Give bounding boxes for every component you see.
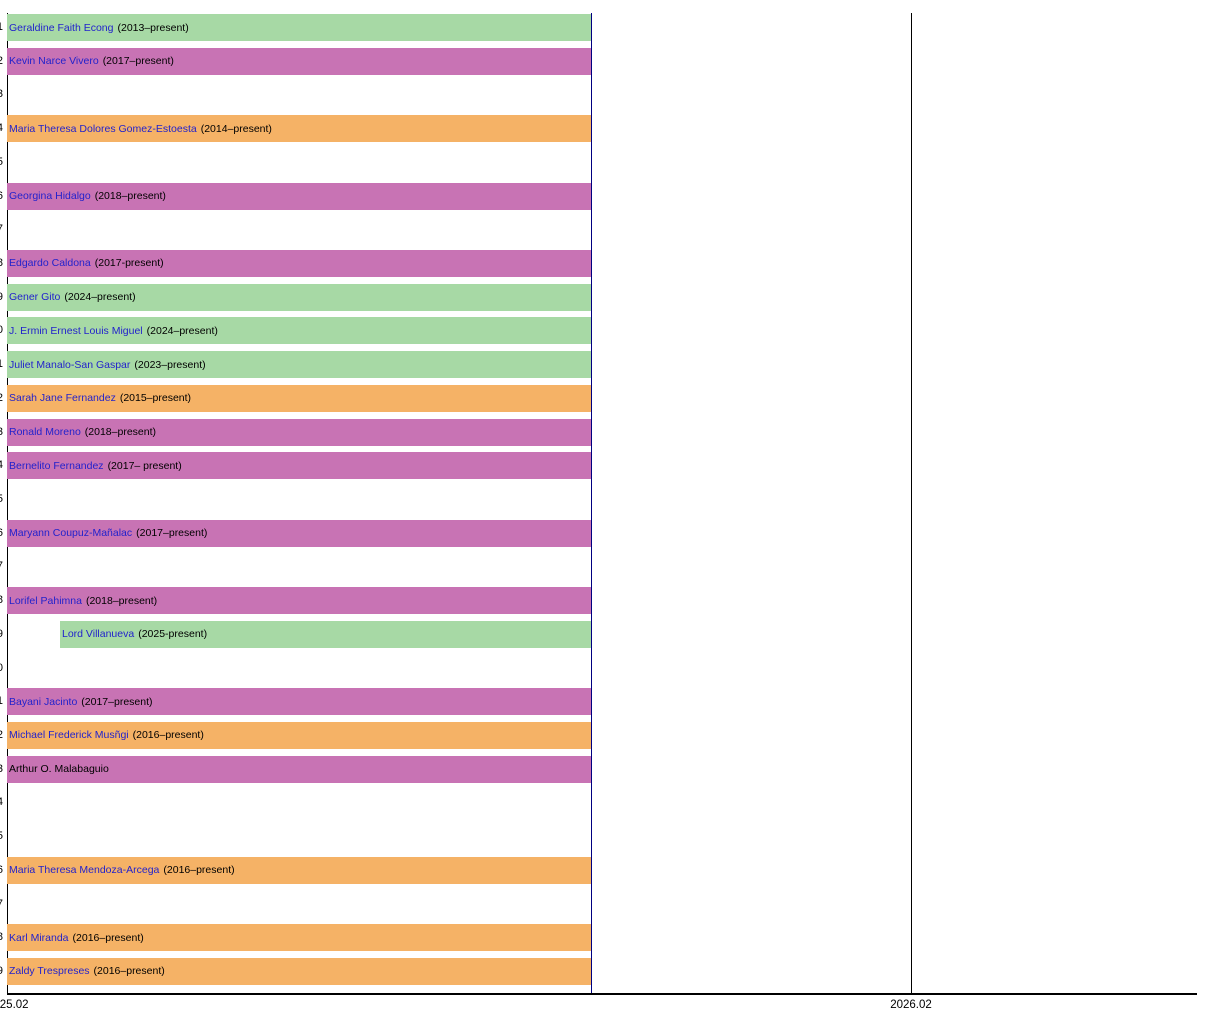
row-number: 5 — [0, 156, 3, 168]
timeline-bar: Maryann Coupuz-Mañalac (2017–present) — [7, 519, 591, 547]
person-link[interactable]: Juliet Manalo-San Gaspar — [9, 358, 131, 371]
term-label: (2018–present) — [85, 594, 158, 607]
timeline-bar: Lord Villanueva (2025-present) — [60, 620, 591, 648]
term-label: (2024–present) — [146, 324, 218, 337]
person-name: Arthur O. Malabaguio — [9, 763, 109, 776]
row-number: 28 — [0, 931, 3, 943]
term-label: (2025-present) — [138, 628, 208, 641]
timeline-bar: Maria Theresa Mendoza-Arcega (2016–prese… — [7, 856, 591, 884]
row-number: 1 — [0, 21, 3, 33]
row-number: 13 — [0, 426, 3, 438]
timeline-bar: Juliet Manalo-San Gaspar (2023–present) — [7, 351, 591, 379]
timeline-bar: J. Ermin Ernest Louis Miguel (2024–prese… — [7, 317, 591, 345]
row-number: 29 — [0, 965, 3, 977]
person-link[interactable]: Georgina Hidalgo — [9, 190, 91, 203]
term-label: (2017– present) — [107, 459, 182, 472]
timeline-bar: Arthur O. Malabaguio — [7, 755, 591, 783]
row-number: 11 — [0, 358, 3, 370]
row-number: 9 — [0, 291, 3, 303]
axis-label-gridline: 2026.02 — [890, 999, 932, 1011]
term-label: (2018–present) — [94, 190, 166, 203]
row-number: 16 — [0, 527, 3, 539]
person-link[interactable]: Geraldine Faith Econg — [9, 21, 114, 34]
person-link[interactable]: Maria Theresa Dolores Gomez-Estoesta — [9, 122, 197, 135]
term-label: (2015–present) — [119, 392, 192, 405]
term-label: (2016–present) — [163, 864, 235, 877]
present-marker-line — [591, 13, 592, 993]
axis-label-window-start: 2025.02 — [0, 999, 29, 1011]
timeline-bar: Edgardo Caldona (2017-present) — [7, 249, 591, 277]
row-number: 27 — [0, 898, 3, 910]
person-link[interactable]: Bayani Jacinto — [9, 695, 78, 708]
term-label: (2016–present) — [72, 931, 144, 944]
timeline-bar: Michael Frederick Musñgi (2016–present) — [7, 721, 591, 749]
timeline-bar: Bayani Jacinto (2017–present) — [7, 688, 591, 716]
person-link[interactable]: Edgardo Caldona — [9, 257, 91, 270]
row-number: 21 — [0, 695, 3, 707]
timeline-bar: Karl Miranda (2016–present) — [7, 924, 591, 952]
row-number: 19 — [0, 628, 3, 640]
row-number: 4 — [0, 122, 3, 134]
row-number: 17 — [0, 560, 3, 572]
row-number: 22 — [0, 729, 3, 741]
timeline-bar: Sarah Jane Fernandez (2015–present) — [7, 384, 591, 412]
timeline-bar: Ronald Moreno (2018–present) — [7, 418, 591, 446]
timeline-bar: Geraldine Faith Econg (2013–present) — [7, 14, 591, 41]
row-number: 14 — [0, 459, 3, 471]
person-link[interactable]: Maria Theresa Mendoza-Arcega — [9, 864, 160, 877]
row-number: 15 — [0, 493, 3, 505]
person-link[interactable]: Ronald Moreno — [9, 426, 81, 439]
axis-baseline — [7, 993, 1197, 995]
row-number: 20 — [0, 662, 3, 674]
term-label: (2017–present) — [81, 695, 153, 708]
person-link[interactable]: Zaldy Trespreses — [9, 965, 90, 978]
person-link[interactable]: Maryann Coupuz-Mañalac — [9, 527, 133, 540]
person-link[interactable]: Sarah Jane Fernandez — [9, 392, 116, 405]
axis-left-line — [7, 13, 8, 993]
person-link[interactable]: Karl Miranda — [9, 931, 69, 944]
term-label: (2017-present) — [94, 257, 164, 270]
row-number: 6 — [0, 190, 3, 202]
timeline-bar: Lorifel Pahimna (2018–present) — [7, 587, 591, 615]
person-link[interactable]: J. Ermin Ernest Louis Miguel — [9, 324, 143, 337]
term-label: (2016–present) — [93, 965, 165, 978]
timeline-bar: Gener Gito (2024–present) — [7, 283, 591, 311]
term-label: (2017–present) — [102, 55, 174, 68]
person-link[interactable]: Michael Frederick Musñgi — [9, 729, 129, 742]
row-number: 8 — [0, 257, 3, 269]
person-link[interactable]: Gener Gito — [9, 291, 61, 304]
term-label: (2017–present) — [136, 527, 208, 540]
row-number: 12 — [0, 392, 3, 404]
term-label: (2023–present) — [134, 358, 206, 371]
row-number: 3 — [0, 88, 3, 100]
term-label: (2024–present) — [64, 291, 136, 304]
timeline-bar: Maria Theresa Dolores Gomez-Estoesta (20… — [7, 115, 591, 143]
term-label: (2016–present) — [132, 729, 204, 742]
row-number: 24 — [0, 796, 3, 808]
timeline-bar: Georgina Hidalgo (2018–present) — [7, 182, 591, 210]
row-number: 23 — [0, 763, 3, 775]
row-number: 26 — [0, 864, 3, 876]
row-number: 18 — [0, 594, 3, 606]
timeline-bar: Bernelito Fernandez (2017– present) — [7, 452, 591, 480]
person-link[interactable]: Bernelito Fernandez — [9, 459, 104, 472]
row-number: 2 — [0, 55, 3, 67]
term-label: (2018–present) — [84, 426, 157, 439]
timeline-bar: Zaldy Trespreses (2016–present) — [7, 957, 591, 985]
person-link[interactable]: Lorifel Pahimna — [9, 594, 82, 607]
row-number: 7 — [0, 223, 3, 235]
timeline-bar: Kevin Narce Vivero (2017–present) — [7, 47, 591, 75]
gridline-2026 — [911, 13, 912, 993]
row-number: 10 — [0, 324, 3, 336]
term-label: (2013–present) — [117, 21, 189, 34]
person-link[interactable]: Kevin Narce Vivero — [9, 55, 99, 68]
person-link[interactable]: Lord Villanueva — [62, 628, 135, 641]
term-label: (2014–present) — [200, 122, 272, 135]
row-number: 25 — [0, 830, 3, 842]
